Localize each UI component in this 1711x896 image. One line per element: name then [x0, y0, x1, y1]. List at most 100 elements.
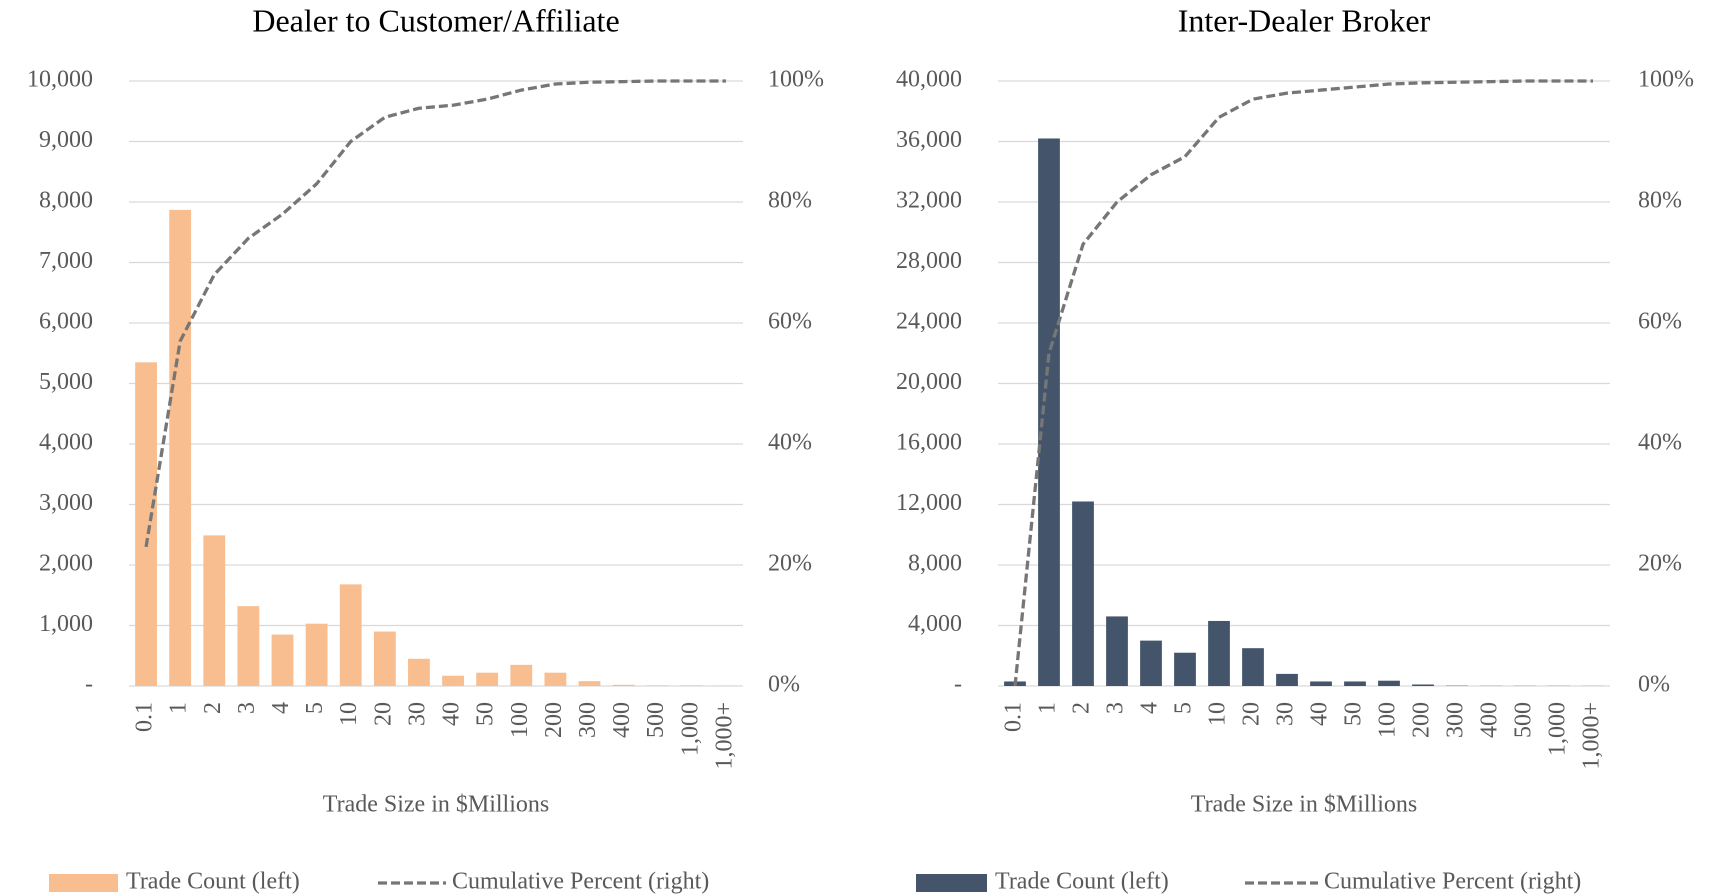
x-tick-label: 40 — [1307, 702, 1333, 726]
x-tick-label: 3 — [234, 702, 260, 714]
bar — [476, 672, 499, 686]
x-tick-label: 1,000+ — [711, 702, 737, 770]
x-tick-label: 300 — [1443, 702, 1469, 738]
y-tick-label: 12,000 — [896, 490, 962, 516]
y-tick-label: 7,000 — [39, 248, 93, 274]
x-tick-label: 5 — [302, 702, 328, 714]
x-tick-label: 10 — [336, 702, 362, 726]
y-tick-label: 6,000 — [39, 309, 93, 335]
y-tick-label: 8,000 — [39, 188, 93, 214]
x-tick-label: 1 — [1035, 702, 1061, 714]
y2-tick-label: 60% — [1638, 309, 1682, 335]
x-tick-label: 50 — [1341, 702, 1367, 726]
bar — [442, 675, 464, 686]
x-tick-label: 40 — [439, 702, 465, 726]
y-tick-label: 8,000 — [908, 551, 962, 577]
x-tick-label: 0.1 — [1001, 702, 1027, 732]
bar — [339, 584, 362, 686]
y-tick-label: 20,000 — [896, 369, 962, 395]
x-tick-label: 3 — [1103, 702, 1129, 714]
y-tick-label: 5,000 — [39, 369, 93, 395]
y2-tick-label: 20% — [768, 551, 812, 577]
y-tick-label: 28,000 — [896, 248, 962, 274]
x-tick-label: 1,000 — [1545, 702, 1571, 756]
x-tick-label: 400 — [609, 702, 635, 738]
legend-label: Trade Count (left) — [126, 869, 300, 895]
y-tick-label: 9,000 — [39, 127, 93, 153]
legend-label: Trade Count (left) — [995, 869, 1169, 895]
bar — [1072, 501, 1094, 686]
y-tick-label: 1,000 — [39, 611, 93, 637]
bar — [1412, 684, 1434, 686]
y-tick-label: - — [85, 672, 93, 698]
bar — [1174, 652, 1196, 686]
bar — [203, 535, 226, 686]
x-tick-label: 30 — [1273, 702, 1299, 726]
x-tick-label: 500 — [643, 702, 669, 738]
legend-swatch — [916, 874, 987, 892]
y-tick-label: 16,000 — [896, 430, 962, 456]
y2-tick-label: 0% — [768, 672, 800, 698]
y2-tick-label: 40% — [1638, 430, 1682, 456]
y-tick-label: 2,000 — [39, 551, 93, 577]
y-tick-label: 24,000 — [896, 309, 962, 335]
x-tick-label: 50 — [473, 702, 499, 726]
y2-tick-label: 60% — [768, 309, 812, 335]
bar — [510, 664, 533, 686]
y-tick-label: 36,000 — [896, 127, 962, 153]
bar — [1344, 681, 1366, 686]
bar — [1310, 681, 1332, 686]
bar — [271, 634, 294, 686]
bar — [237, 606, 260, 686]
x-tick-label: 1 — [166, 702, 192, 714]
x-tick-label: 200 — [541, 702, 567, 738]
bar — [1140, 640, 1162, 686]
bar — [646, 685, 669, 686]
bar — [1038, 138, 1060, 687]
y2-tick-label: 20% — [1638, 551, 1682, 577]
x-tick-label: 100 — [507, 702, 533, 738]
legend-label: Cumulative Percent (right) — [452, 869, 709, 895]
legend-swatch — [49, 874, 118, 892]
y2-tick-label: 80% — [768, 188, 812, 214]
y2-tick-label: 100% — [1638, 67, 1694, 93]
x-tick-label: 4 — [268, 702, 294, 714]
x-tick-label: 5 — [1171, 702, 1197, 714]
x-tick-label: 500 — [1511, 702, 1537, 738]
x-tick-label: 20 — [1239, 702, 1265, 726]
y2-tick-label: 80% — [1638, 188, 1682, 214]
x-tick-label: 2 — [1069, 702, 1095, 714]
x-tick-label: 400 — [1477, 702, 1503, 738]
bar — [373, 631, 396, 686]
y-tick-label: 32,000 — [896, 188, 962, 214]
y2-tick-label: 100% — [768, 67, 824, 93]
y2-tick-label: 40% — [768, 430, 812, 456]
x-axis-title: Trade Size in $Millions — [323, 792, 549, 818]
bar — [612, 684, 635, 686]
y-tick-label: 4,000 — [39, 430, 93, 456]
chart-title: Inter-Dealer Broker — [1178, 2, 1431, 38]
bar — [578, 681, 601, 686]
bar — [1276, 673, 1298, 686]
bar — [680, 685, 703, 686]
bar — [169, 209, 192, 687]
x-tick-label: 100 — [1375, 702, 1401, 738]
bar — [544, 672, 567, 686]
bar — [1106, 616, 1128, 686]
x-tick-label: 0.1 — [132, 702, 158, 732]
x-tick-label: 200 — [1409, 702, 1435, 738]
cumulative-line — [144, 79, 726, 548]
chart-title: Dealer to Customer/Affiliate — [252, 2, 619, 38]
x-tick-label: 2 — [200, 702, 226, 714]
bar — [1208, 620, 1230, 686]
y-tick-label: 3,000 — [39, 490, 93, 516]
y-tick-label: 40,000 — [896, 67, 962, 93]
x-tick-label: 20 — [370, 702, 396, 726]
x-tick-label: 1,000 — [677, 702, 703, 756]
x-tick-label: 10 — [1205, 702, 1231, 726]
legend-label: Cumulative Percent (right) — [1324, 869, 1581, 895]
x-tick-label: 4 — [1137, 702, 1163, 714]
x-tick-label: 300 — [575, 702, 601, 738]
bar — [135, 362, 157, 686]
